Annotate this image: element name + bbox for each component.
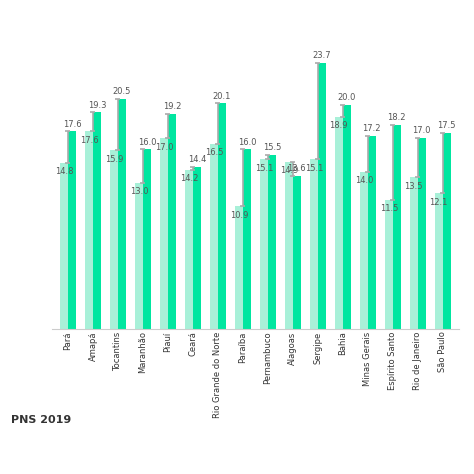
Bar bbox=[310, 159, 318, 328]
Text: 14.0: 14.0 bbox=[355, 176, 373, 185]
Text: 14.8: 14.8 bbox=[55, 167, 73, 176]
Text: 19.3: 19.3 bbox=[88, 100, 106, 109]
Text: 17.2: 17.2 bbox=[363, 124, 381, 133]
Bar bbox=[193, 167, 201, 328]
Bar bbox=[343, 105, 351, 328]
Bar bbox=[268, 155, 276, 328]
Bar bbox=[435, 193, 443, 328]
Bar bbox=[210, 144, 218, 328]
Text: 20.1: 20.1 bbox=[213, 91, 231, 100]
Text: 10.9: 10.9 bbox=[230, 211, 248, 220]
Text: 17.0: 17.0 bbox=[412, 127, 431, 136]
Bar bbox=[185, 170, 193, 328]
Text: 13.0: 13.0 bbox=[130, 187, 148, 196]
Text: 13.6: 13.6 bbox=[288, 164, 306, 173]
Text: 15.5: 15.5 bbox=[263, 143, 281, 152]
Text: 15.1: 15.1 bbox=[255, 164, 273, 173]
Bar bbox=[335, 117, 343, 328]
Text: 17.5: 17.5 bbox=[438, 121, 456, 130]
Bar bbox=[360, 172, 368, 328]
Bar bbox=[443, 133, 451, 328]
Bar bbox=[235, 207, 243, 328]
Bar bbox=[385, 200, 393, 328]
Text: 16.0: 16.0 bbox=[237, 137, 256, 146]
Text: 19.2: 19.2 bbox=[163, 102, 181, 111]
Text: 12.1: 12.1 bbox=[429, 198, 448, 207]
Text: 17.6: 17.6 bbox=[63, 119, 81, 128]
Bar bbox=[118, 99, 126, 328]
Text: 15.9: 15.9 bbox=[105, 155, 123, 164]
Bar bbox=[85, 131, 93, 328]
Text: 14.2: 14.2 bbox=[180, 174, 198, 183]
Bar bbox=[260, 159, 268, 328]
Bar bbox=[218, 103, 226, 328]
Text: 15.1: 15.1 bbox=[305, 164, 323, 173]
Bar bbox=[68, 131, 76, 328]
Text: 17.0: 17.0 bbox=[155, 143, 173, 152]
Bar bbox=[160, 138, 168, 328]
Text: 14.4: 14.4 bbox=[188, 155, 206, 164]
Text: 18.2: 18.2 bbox=[388, 113, 406, 122]
Text: 14.9: 14.9 bbox=[280, 166, 298, 175]
Text: 20.5: 20.5 bbox=[113, 87, 131, 96]
Bar bbox=[418, 138, 426, 328]
Text: 13.5: 13.5 bbox=[404, 182, 423, 191]
Text: 23.7: 23.7 bbox=[312, 51, 331, 60]
Bar bbox=[93, 112, 101, 328]
Text: PNS 2019: PNS 2019 bbox=[11, 415, 71, 425]
Bar bbox=[318, 63, 326, 328]
Text: 20.0: 20.0 bbox=[337, 93, 356, 102]
Bar bbox=[243, 149, 251, 328]
Text: 11.5: 11.5 bbox=[380, 204, 398, 213]
Bar bbox=[393, 125, 401, 328]
Bar bbox=[285, 162, 293, 328]
Text: 17.6: 17.6 bbox=[80, 136, 98, 145]
Bar bbox=[410, 177, 418, 328]
Bar bbox=[143, 149, 151, 328]
Bar bbox=[60, 163, 68, 328]
Text: 16.5: 16.5 bbox=[205, 148, 223, 157]
Bar bbox=[110, 151, 118, 328]
Bar bbox=[293, 176, 301, 328]
Bar bbox=[368, 136, 376, 328]
Text: 16.0: 16.0 bbox=[137, 137, 156, 146]
Bar bbox=[168, 114, 176, 328]
Bar bbox=[135, 183, 143, 328]
Text: 18.9: 18.9 bbox=[329, 121, 348, 130]
